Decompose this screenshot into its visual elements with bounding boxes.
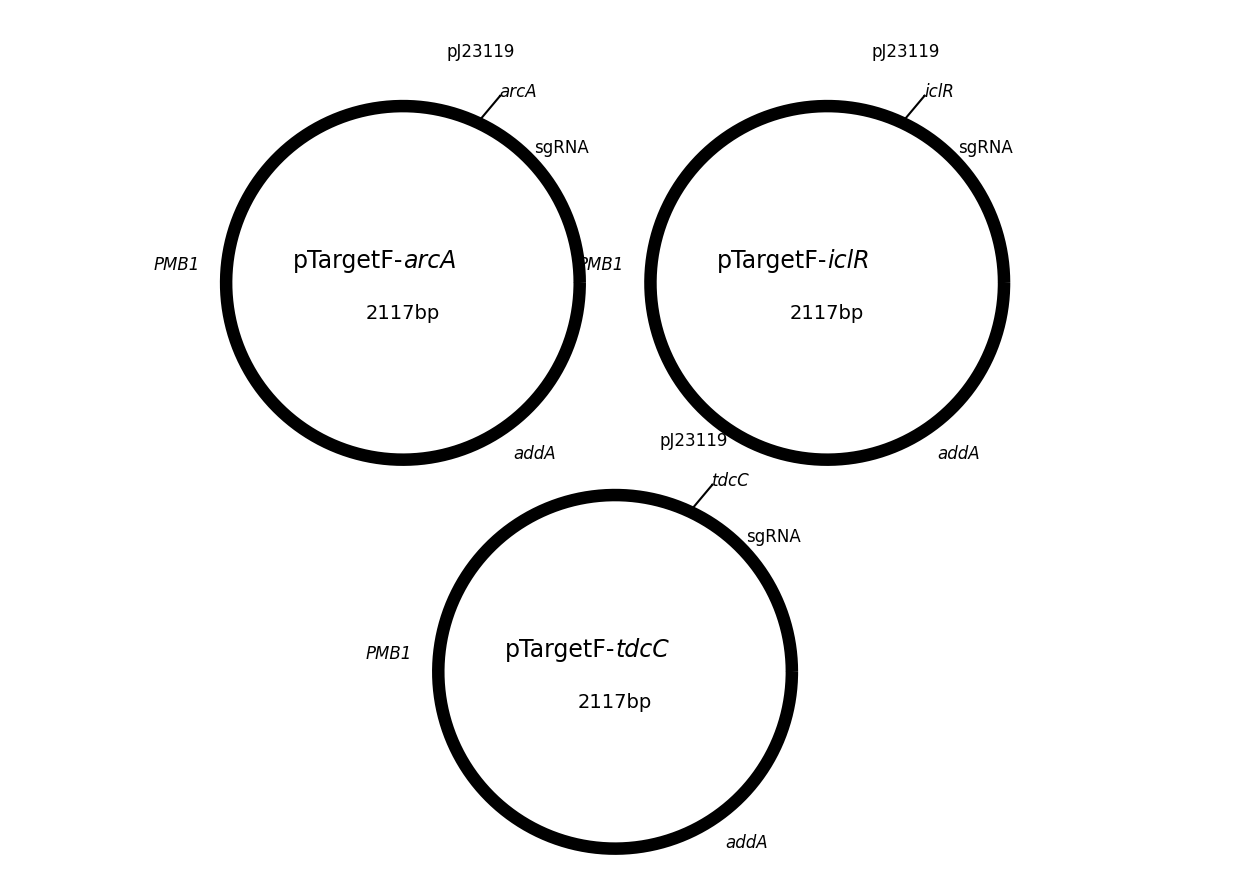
Text: addA: addA <box>938 445 980 463</box>
Text: pTargetF-: pTargetF- <box>292 248 403 273</box>
Text: PMB1: PMB1 <box>366 645 411 663</box>
Text: pJ23119: pJ23119 <box>447 43 515 61</box>
Text: pJ23119: pJ23119 <box>659 432 727 450</box>
Text: addA: addA <box>513 445 556 463</box>
Text: pJ23119: pJ23119 <box>871 43 939 61</box>
Text: pTargetF-: pTargetF- <box>717 248 828 273</box>
Text: PMB1: PMB1 <box>577 256 624 274</box>
Text: 2117bp: 2117bp <box>366 304 440 324</box>
Text: sgRNA: sgRNA <box>746 528 800 546</box>
Text: sgRNA: sgRNA <box>958 139 1014 157</box>
Text: tdcC: tdcC <box>712 471 750 490</box>
Text: arcA: arcA <box>499 82 538 101</box>
Text: addA: addA <box>726 834 768 852</box>
Text: 2117bp: 2117bp <box>790 304 865 324</box>
Text: pTargetF-: pTargetF- <box>504 637 615 662</box>
Text: iclR: iclR <box>924 82 954 101</box>
Text: arcA: arcA <box>403 248 456 273</box>
Text: tdcC: tdcC <box>615 637 669 662</box>
Text: sgRNA: sgRNA <box>534 139 589 157</box>
Text: PMB1: PMB1 <box>154 256 199 274</box>
Text: 2117bp: 2117bp <box>577 693 652 713</box>
Text: iclR: iclR <box>828 248 870 273</box>
